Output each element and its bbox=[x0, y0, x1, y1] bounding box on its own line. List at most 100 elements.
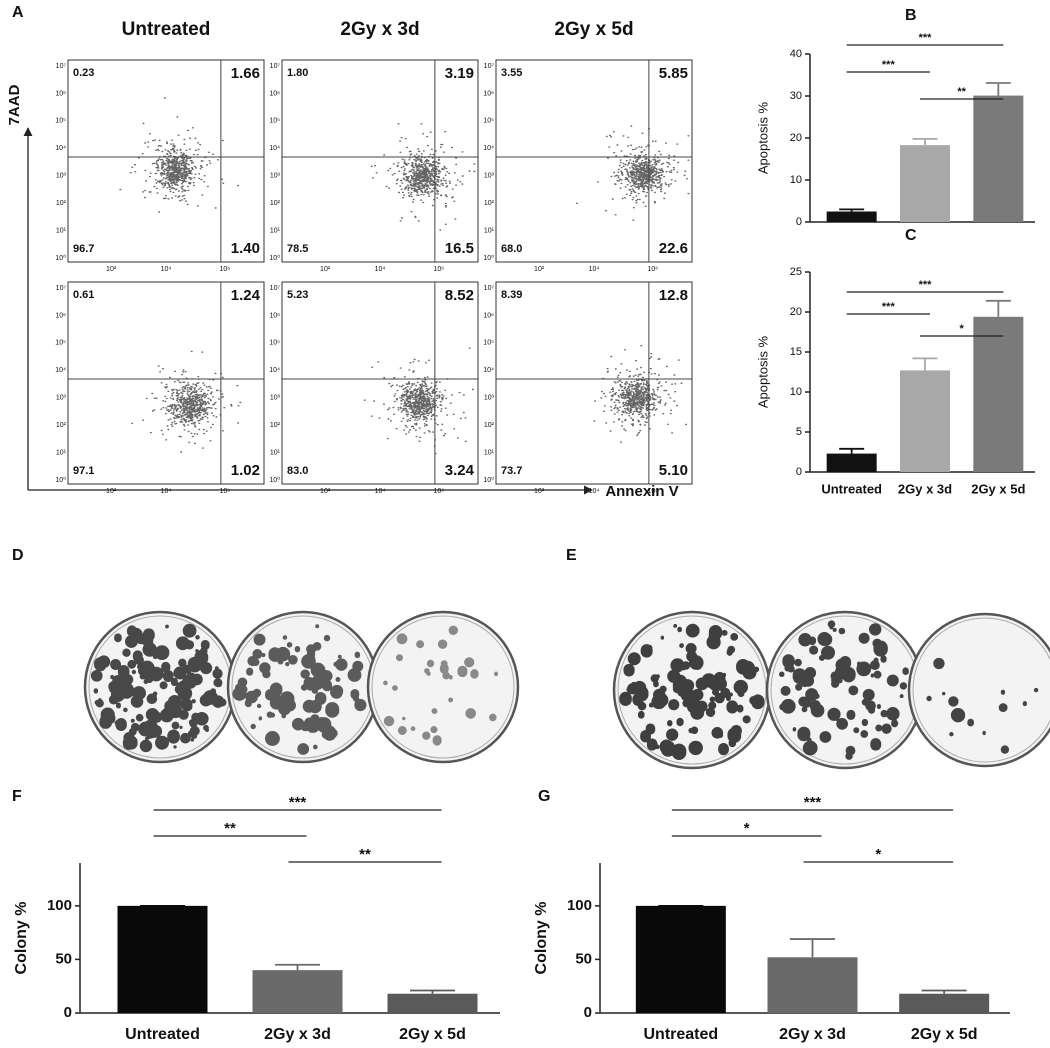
dish-rim bbox=[912, 617, 1050, 763]
x-tick-label: 10² bbox=[106, 488, 117, 495]
quadrant-value: 1.24 bbox=[231, 287, 261, 304]
quadrant-value: 97.1 bbox=[73, 465, 94, 477]
error-bar bbox=[410, 989, 455, 994]
plot-frame bbox=[281, 59, 479, 263]
y-tick-label: 10⁵ bbox=[483, 340, 494, 347]
x-tick-label: 10⁴ bbox=[375, 266, 386, 273]
colonies bbox=[90, 623, 227, 753]
y-tick-label: 10⁶ bbox=[483, 312, 494, 319]
significance-label: *** bbox=[804, 794, 822, 811]
y-tick-label: 10⁷ bbox=[484, 63, 495, 70]
y-tick-label: 10⁴ bbox=[55, 367, 66, 374]
significance-label: ** bbox=[224, 820, 236, 837]
bar bbox=[117, 905, 208, 1013]
significance-label: * bbox=[875, 846, 881, 863]
error-bar bbox=[275, 963, 320, 971]
plot-frame bbox=[281, 281, 479, 485]
plot-frame bbox=[495, 59, 693, 263]
x-axis-label: Annexin V bbox=[605, 483, 678, 500]
error-bar bbox=[912, 357, 938, 371]
scatter-cloud bbox=[363, 347, 474, 455]
y-tick-label: 10¹ bbox=[270, 227, 281, 234]
y-tick-label: 0 bbox=[64, 1004, 72, 1021]
y-tick-label: 10³ bbox=[270, 173, 281, 180]
bar bbox=[900, 370, 950, 472]
y-tick-label: 40 bbox=[790, 48, 802, 60]
column-title: 2Gy x 3d bbox=[340, 19, 419, 40]
y-axis-label: Apoptosis % bbox=[755, 335, 770, 408]
y-tick-label: 10¹ bbox=[484, 449, 495, 456]
error-bar bbox=[921, 989, 967, 994]
quadrant-value: 3.19 bbox=[445, 65, 474, 82]
significance-label: * bbox=[960, 323, 965, 335]
y-tick-label: 10² bbox=[56, 200, 67, 207]
x-tick-label: 2Gy x 5d bbox=[399, 1026, 466, 1043]
error-bar bbox=[839, 208, 865, 212]
x-tick-label: 10⁶ bbox=[433, 488, 444, 495]
y-tick-label: 10⁰ bbox=[483, 254, 494, 262]
bar bbox=[387, 993, 478, 1013]
y-tick-label: 10⁷ bbox=[270, 63, 281, 70]
bar bbox=[826, 453, 877, 472]
y-tick-label: 100 bbox=[567, 897, 592, 914]
y-tick-label: 50 bbox=[55, 950, 72, 967]
x-tick-label: 2Gy x 3d bbox=[264, 1026, 331, 1043]
dish bbox=[907, 612, 1050, 768]
quadrant-value: 78.5 bbox=[287, 243, 308, 255]
quadrant-value: 96.7 bbox=[73, 243, 94, 255]
y-tick-label: 5 bbox=[796, 426, 802, 438]
y-tick-label: 20 bbox=[790, 306, 802, 318]
y-tick-label: 0 bbox=[796, 466, 802, 478]
y-tick-label: 10⁴ bbox=[483, 367, 494, 374]
quadrant-value: 12.8 bbox=[659, 287, 688, 304]
panel-letter: G bbox=[538, 788, 550, 805]
panel-letter: E bbox=[566, 547, 577, 564]
y-tick-label: 10 bbox=[790, 386, 802, 398]
bar bbox=[900, 145, 950, 222]
y-tick-label: 10³ bbox=[484, 395, 495, 402]
x-tick-label: Untreated bbox=[821, 481, 882, 496]
y-tick-label: 10⁵ bbox=[55, 118, 66, 125]
y-axis-label: Colony % bbox=[533, 902, 550, 975]
y-tick-label: 10² bbox=[56, 422, 67, 429]
y-tick-label: 10⁷ bbox=[270, 285, 281, 292]
error-bar bbox=[985, 299, 1011, 317]
quadrant-value: 5.23 bbox=[287, 289, 308, 301]
significance-label: *** bbox=[882, 301, 896, 313]
quadrant-value: 16.5 bbox=[445, 240, 474, 257]
y-tick-label: 10³ bbox=[56, 173, 67, 180]
colonies bbox=[383, 625, 498, 746]
quadrant-value: 1.40 bbox=[231, 240, 260, 257]
quadrant-value: 3.55 bbox=[501, 67, 522, 79]
scatter-cloud bbox=[119, 97, 239, 213]
x-tick-label: 2Gy x 5d bbox=[971, 481, 1025, 496]
significance-label: ** bbox=[359, 846, 371, 863]
quadrant-value: 1.02 bbox=[231, 462, 260, 479]
y-tick-label: 10⁰ bbox=[483, 476, 494, 484]
x-tick-label: 10² bbox=[320, 266, 331, 273]
y-tick-label: 10¹ bbox=[56, 227, 67, 234]
colonies bbox=[926, 657, 1039, 754]
quadrant-value: 8.52 bbox=[445, 287, 474, 304]
y-tick-label: 20 bbox=[790, 132, 802, 144]
scatter-cloud bbox=[131, 350, 242, 453]
y-tick-label: 10⁶ bbox=[269, 90, 280, 97]
y-tick-label: 10⁰ bbox=[269, 476, 280, 484]
bar bbox=[899, 993, 990, 1013]
y-tick-label: 10³ bbox=[56, 395, 67, 402]
y-tick-label: 10¹ bbox=[270, 449, 281, 456]
y-tick-label: 10⁶ bbox=[55, 312, 66, 319]
y-tick-label: 10⁰ bbox=[55, 254, 66, 262]
plot-frame bbox=[67, 281, 265, 485]
x-tick-label: 10⁶ bbox=[647, 488, 658, 495]
error-bar bbox=[985, 82, 1011, 96]
significance-label: *** bbox=[882, 59, 896, 71]
quadrant-value: 1.66 bbox=[231, 65, 260, 82]
y-axis-label: 7AAD bbox=[6, 84, 23, 125]
bar bbox=[826, 211, 877, 222]
bar bbox=[973, 95, 1024, 222]
quadrant-value: 0.23 bbox=[73, 67, 94, 79]
y-tick-label: 10² bbox=[270, 200, 281, 207]
y-tick-label: 10⁴ bbox=[269, 145, 280, 152]
